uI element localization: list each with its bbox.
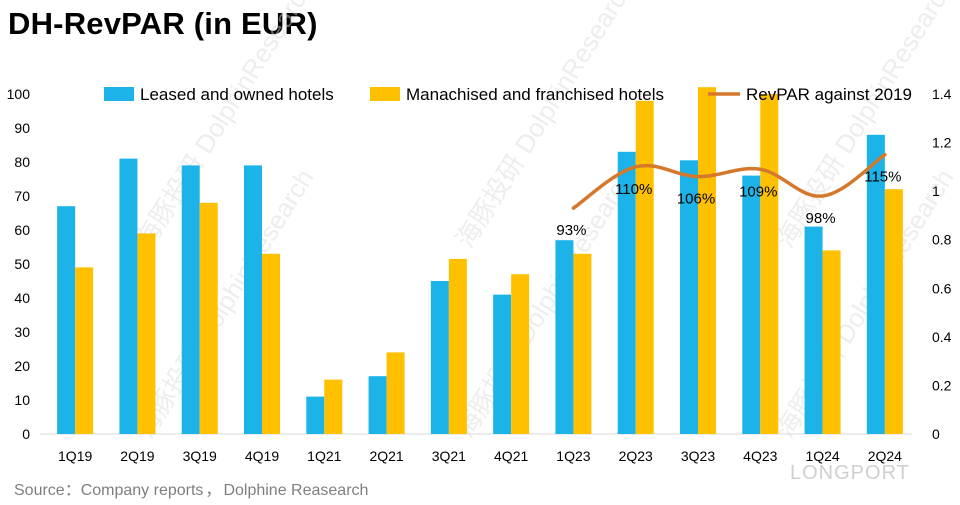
bar-leased-owned <box>742 175 761 434</box>
bar-leased-owned <box>244 165 262 434</box>
bar-leased-owned <box>680 160 698 435</box>
bar-managed-franchised <box>884 189 903 434</box>
bar-managed-franchised <box>635 100 654 435</box>
bar-managed-franchised <box>324 379 343 434</box>
bar-managed-franchised <box>262 253 280 434</box>
y-right-tick-label: 0.4 <box>932 329 952 345</box>
revpar-data-label: 109% <box>739 183 777 200</box>
y-left-tick-label: 0 <box>22 426 30 442</box>
y-left-tick-label: 10 <box>14 392 30 408</box>
x-tick-label: 4Q21 <box>494 448 528 464</box>
legend-swatch <box>370 87 400 101</box>
bar-managed-franchised <box>448 258 467 434</box>
y-right-tick-label: 1.2 <box>932 135 952 151</box>
y-right-tick-label: 0.2 <box>932 377 952 393</box>
bar-managed-franchised <box>511 274 530 434</box>
y-right-tick-label: 0.8 <box>932 232 952 248</box>
bar-managed-franchised <box>698 87 716 434</box>
data-labels: 93% 110% 106% 109% 98% 115% <box>556 169 901 239</box>
y-left-tick-label: 30 <box>14 324 30 340</box>
revpar-data-label: 98% <box>806 210 836 227</box>
legend-label: Leased and owned hotels <box>140 85 334 104</box>
source-separator: ， <box>205 482 222 499</box>
x-tick-label: 2Q24 <box>868 448 902 464</box>
x-tick-label: 2Q19 <box>120 448 154 464</box>
legend: Leased and owned hotels Manachised and fr… <box>104 85 912 104</box>
x-tick-label: 3Q23 <box>681 448 715 464</box>
bar-leased-owned <box>493 294 512 434</box>
x-tick-label: 3Q19 <box>183 448 217 464</box>
x-tick-label: 1Q21 <box>307 448 341 464</box>
bar-managed-franchised <box>573 253 592 434</box>
y-left-tick-label: 80 <box>14 154 30 170</box>
source-part2: Dolphine Reasearch <box>223 482 369 499</box>
x-tick-label: 4Q23 <box>743 448 777 464</box>
source-part1: Company reports <box>80 482 204 499</box>
y-left-tick-label: 100 <box>7 86 31 102</box>
y-right-tick-label: 0.6 <box>932 280 952 296</box>
x-tick-label: 1Q19 <box>58 448 92 464</box>
legend-leased-owned: Leased and owned hotels <box>104 85 334 104</box>
revpar-data-label: 93% <box>556 222 586 239</box>
legend-revpar: RevPAR against 2019 <box>708 85 912 104</box>
bar-managed-franchised <box>75 267 94 434</box>
bar-leased-owned <box>617 151 636 435</box>
bar-leased-owned <box>804 226 823 434</box>
x-tick-label: 3Q21 <box>432 448 466 464</box>
bar-leased-owned <box>181 165 200 434</box>
bar-leased-owned <box>430 281 449 434</box>
bar-leased-owned <box>866 134 885 435</box>
x-tick-label: 2Q23 <box>619 448 653 464</box>
bar-leased-owned <box>555 240 574 434</box>
y-left-tick-label: 90 <box>14 120 30 136</box>
bar-managed-franchised <box>199 202 218 434</box>
bars <box>57 87 903 435</box>
bar-managed-franchised <box>137 233 156 434</box>
source-prefix: Source： <box>14 482 81 499</box>
bar-leased-owned <box>368 376 387 434</box>
source-note: Source：Company reports， Dolphine Reasearc… <box>14 476 368 500</box>
y-right-tick-label: 1 <box>932 183 940 199</box>
bar-managed-franchised <box>822 250 841 434</box>
bar-leased-owned <box>306 396 325 434</box>
legend-label: Manachised and franchised hotels <box>406 85 664 104</box>
y-left-tick-label: 60 <box>14 222 30 238</box>
legend-label: RevPAR against 2019 <box>746 85 912 104</box>
line-series <box>571 152 887 210</box>
x-tick-label: 1Q23 <box>556 448 590 464</box>
longport-logo: LONGPORT <box>790 462 910 484</box>
x-tick-label: 1Q24 <box>805 448 839 464</box>
revpar-data-label: 106% <box>677 191 715 208</box>
x-tick-label: 2Q21 <box>369 448 403 464</box>
y-right-tick-label: 0 <box>932 426 940 442</box>
legend-managed-franchised: Manachised and franchised hotels <box>370 85 664 104</box>
x-tick-label: 4Q19 <box>245 448 279 464</box>
bar-leased-owned <box>57 206 76 434</box>
legend-swatch <box>104 87 134 101</box>
y-left-tick-label: 20 <box>14 358 30 374</box>
y-left-tick-label: 50 <box>14 256 30 272</box>
revpar-data-label: 110% <box>615 181 652 198</box>
chart-title: DH-RevPAR (in EUR) <box>8 6 318 41</box>
revpar-data-label: 115% <box>864 169 901 186</box>
bar-leased-owned <box>119 158 138 434</box>
y-right-tick-label: 1.4 <box>932 86 952 102</box>
y-left-tick-label: 40 <box>14 290 30 306</box>
revpar-line <box>571 152 887 210</box>
bar-managed-franchised <box>386 352 405 434</box>
y-left-tick-label: 70 <box>14 188 30 204</box>
bar-managed-franchised <box>760 94 779 434</box>
